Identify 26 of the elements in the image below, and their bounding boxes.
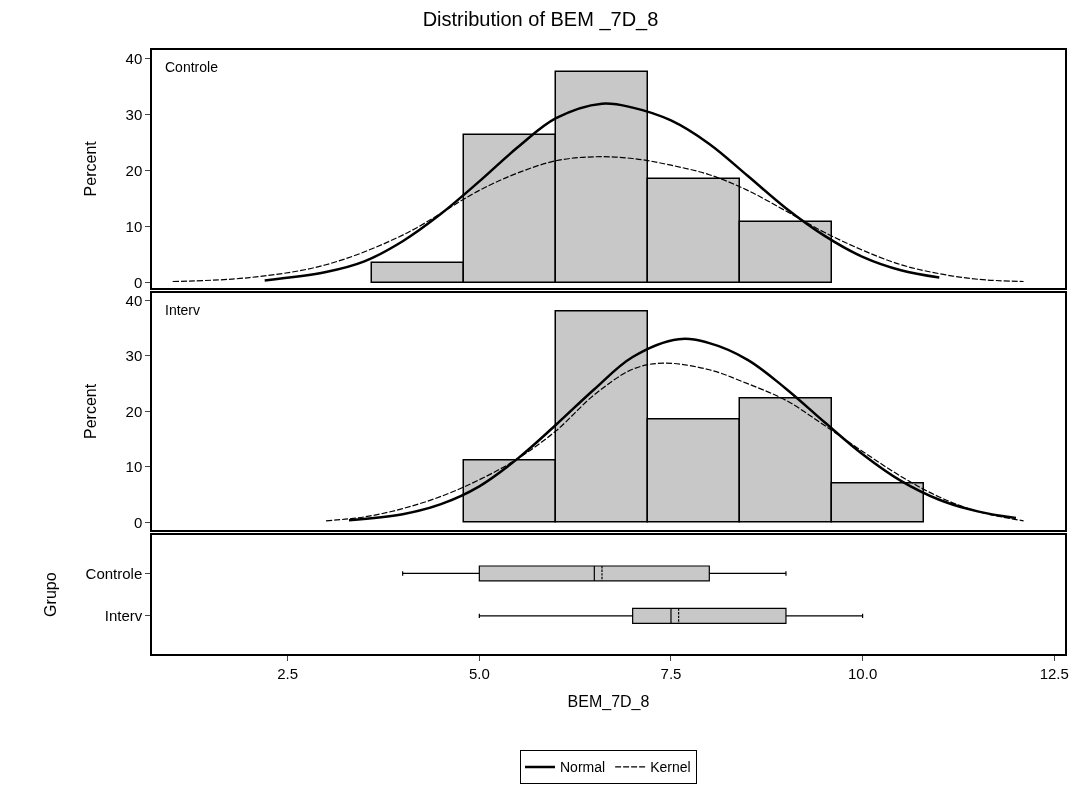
y-axis-title: Grupo (41, 572, 59, 617)
y-tick-label: 30 (125, 347, 143, 365)
y-axis-title: Percent (81, 140, 99, 197)
y-axis-title: Percent (81, 383, 99, 440)
y-tick-label: 20 (125, 162, 143, 180)
y-tick-label: Interv (104, 607, 143, 625)
y-tick-label: 0 (133, 273, 143, 291)
x-tick-label: 5.0 (468, 664, 490, 682)
legend-label: Kernel (650, 759, 691, 776)
x-tick-label: 12.5 (1039, 664, 1069, 682)
y-tick-label: 10 (125, 217, 143, 235)
y-tick-label: 20 (125, 402, 143, 420)
x-axis-title: BEM_7D_8 (567, 693, 650, 711)
x-tick-label: 7.5 (660, 664, 682, 682)
annotation: Interv (165, 302, 201, 318)
y-tick-label: 30 (125, 106, 143, 124)
y-tick-label: 0 (133, 513, 143, 531)
y-tick-label: 40 (125, 50, 143, 68)
x-tick-label: 2.5 (277, 664, 299, 682)
y-tick-label: Controle (85, 564, 143, 582)
annotation: Controle (165, 59, 219, 75)
x-tick-label: 10.0 (848, 664, 878, 682)
y-tick-label: 40 (125, 291, 143, 309)
legend-label: Normal (560, 759, 606, 776)
chart-title: Distribution of BEM _7D_8 (422, 7, 659, 31)
y-tick-label: 10 (125, 458, 143, 476)
